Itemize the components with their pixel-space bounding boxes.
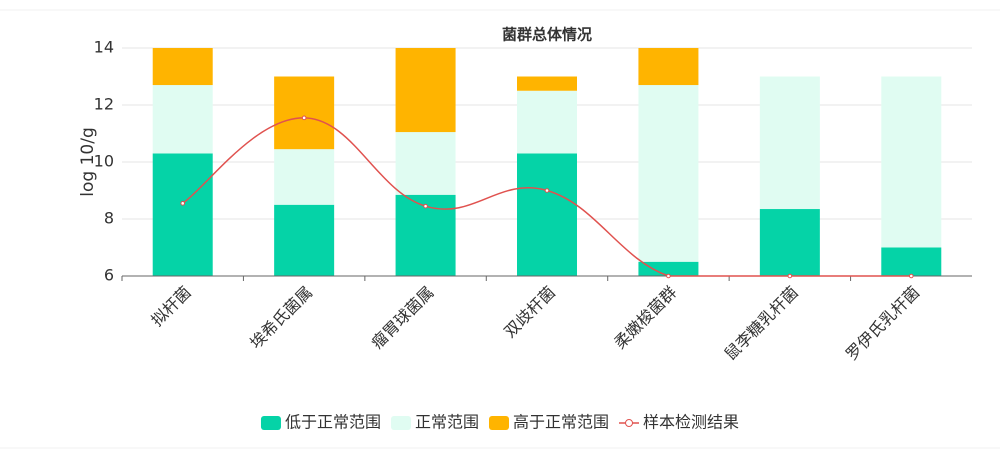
bar-segment (517, 76, 577, 91)
x-tick-label: 埃希氏菌属 (246, 283, 316, 353)
bar-segment (759, 209, 820, 276)
line-point (423, 203, 428, 209)
x-tick-label: 柔嫩梭菌群 (610, 283, 680, 353)
legend-swatch (489, 416, 509, 430)
y-tick-label: 12 (94, 95, 114, 114)
legend-label: 高于正常范围 (513, 413, 609, 432)
legend-label: 低于正常范围 (285, 413, 381, 432)
bar-segment (517, 90, 577, 154)
bar-segment (152, 48, 213, 86)
plot-area (152, 48, 942, 276)
x-tick-label: 双歧杆菌 (500, 283, 559, 342)
y-tick-label: 6 (104, 266, 114, 285)
line-point (301, 115, 307, 121)
line-point (908, 273, 914, 279)
bar-segment (759, 76, 820, 210)
bar-segment (517, 153, 577, 276)
bar-segment (638, 48, 699, 86)
y-axis-label: log 10/g (78, 127, 98, 196)
legend-label: 正常范围 (415, 413, 479, 432)
bar-segment (152, 153, 213, 276)
x-tick-label: 瘤胃球菌属 (368, 283, 438, 353)
x-tick-label: 罗伊氏乳杆菌 (842, 283, 923, 364)
bar-segment (274, 76, 335, 150)
x-tick-label: 鼠李糖乳杆菌 (721, 283, 802, 364)
line-point (544, 188, 550, 193)
y-tick-label: 14 (94, 38, 114, 57)
bar-segment (881, 247, 942, 276)
bar-segment (881, 76, 942, 248)
y-tick-label: 8 (104, 209, 114, 228)
bar-segment (274, 204, 335, 276)
legend-swatch (625, 419, 634, 427)
bar-segment (638, 85, 699, 262)
bar-segment (395, 48, 456, 133)
y-tick-label: 10 (94, 152, 114, 171)
legend-swatch (260, 416, 281, 430)
bar-segment (638, 261, 699, 276)
line-point (787, 273, 793, 279)
bar-segment (395, 132, 456, 195)
bar-segment (152, 85, 213, 154)
x-tick-label: 拟杆菌 (147, 283, 194, 330)
legend-label: 样本检测结果 (643, 413, 739, 432)
chart-title: 菌群总体情况 (502, 26, 592, 44)
legend-swatch (390, 416, 411, 430)
line-point (180, 201, 186, 206)
bar-segment (274, 149, 335, 205)
line-point (666, 273, 671, 279)
